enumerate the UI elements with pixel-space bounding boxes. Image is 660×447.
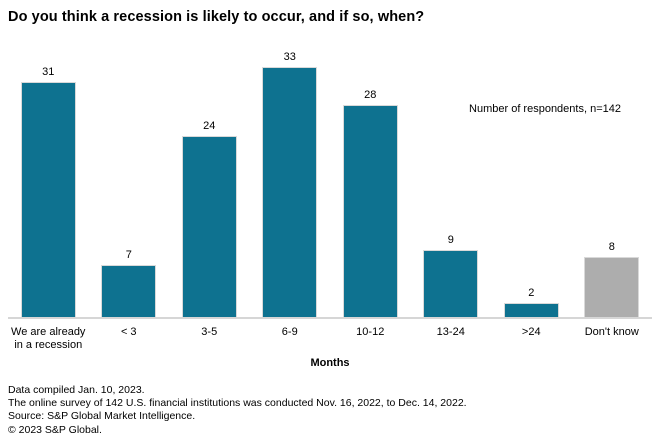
x-tick-label: We are already in a recession [11, 326, 86, 351]
x-axis-title: Months [310, 357, 350, 369]
x-axis-line [8, 317, 652, 319]
x-tick-label: Don't know [584, 326, 639, 338]
x-axis-tick-row: We are already in a recession < 3 3-5 6-… [8, 326, 652, 352]
footnote-line: The online survey of 142 U.S. financial … [8, 397, 467, 410]
bar [101, 265, 157, 318]
x-tick-label: 3-5 [201, 326, 218, 338]
bar-value-label: 24 [203, 120, 216, 132]
bar [423, 250, 479, 318]
bar [584, 257, 640, 318]
bar-column: 7 [89, 40, 170, 318]
bar-column: 33 [250, 40, 331, 318]
bar-column: 28 [330, 40, 411, 318]
bar-column: 9 [411, 40, 492, 318]
bar-column: 8 [572, 40, 653, 318]
x-tick-label: >24 [521, 326, 541, 338]
bar [342, 105, 398, 318]
bar-value-label: 8 [608, 241, 615, 253]
x-tick-label: < 3 [120, 326, 137, 338]
bar-value-label: 33 [283, 51, 296, 63]
bar-value-label: 9 [447, 234, 454, 246]
bar-column: 31 [8, 40, 89, 318]
x-tick-label: 13-24 [436, 326, 465, 338]
bar [262, 67, 318, 318]
footnotes: Data compiled Jan. 10, 2023. The online … [8, 384, 656, 437]
bar-column: 24 [169, 40, 250, 318]
bar-value-label: 31 [42, 66, 55, 78]
bar [181, 136, 237, 318]
footnote-line: Data compiled Jan. 10, 2023. [8, 384, 145, 396]
footnote-line: © 2023 S&P Global. [8, 423, 102, 436]
footnote-line: Source: S&P Global Market Intelligence. [8, 410, 196, 423]
bar [503, 303, 559, 318]
bar-column: 2 [491, 40, 572, 318]
bar-value-label: 28 [364, 89, 377, 101]
respondents-annotation: Number of respondents, n=142 [469, 103, 621, 115]
chart-title: Do you think a recession is likely to oc… [8, 9, 425, 25]
x-tick-label: 6-9 [281, 326, 298, 338]
bar-value-label: 2 [528, 287, 535, 299]
bar [20, 82, 76, 318]
x-tick-label: 10-12 [356, 326, 385, 338]
plot-area: 31 7 24 33 28 9 2 8 [8, 40, 652, 318]
bar-value-label: 7 [125, 249, 132, 261]
